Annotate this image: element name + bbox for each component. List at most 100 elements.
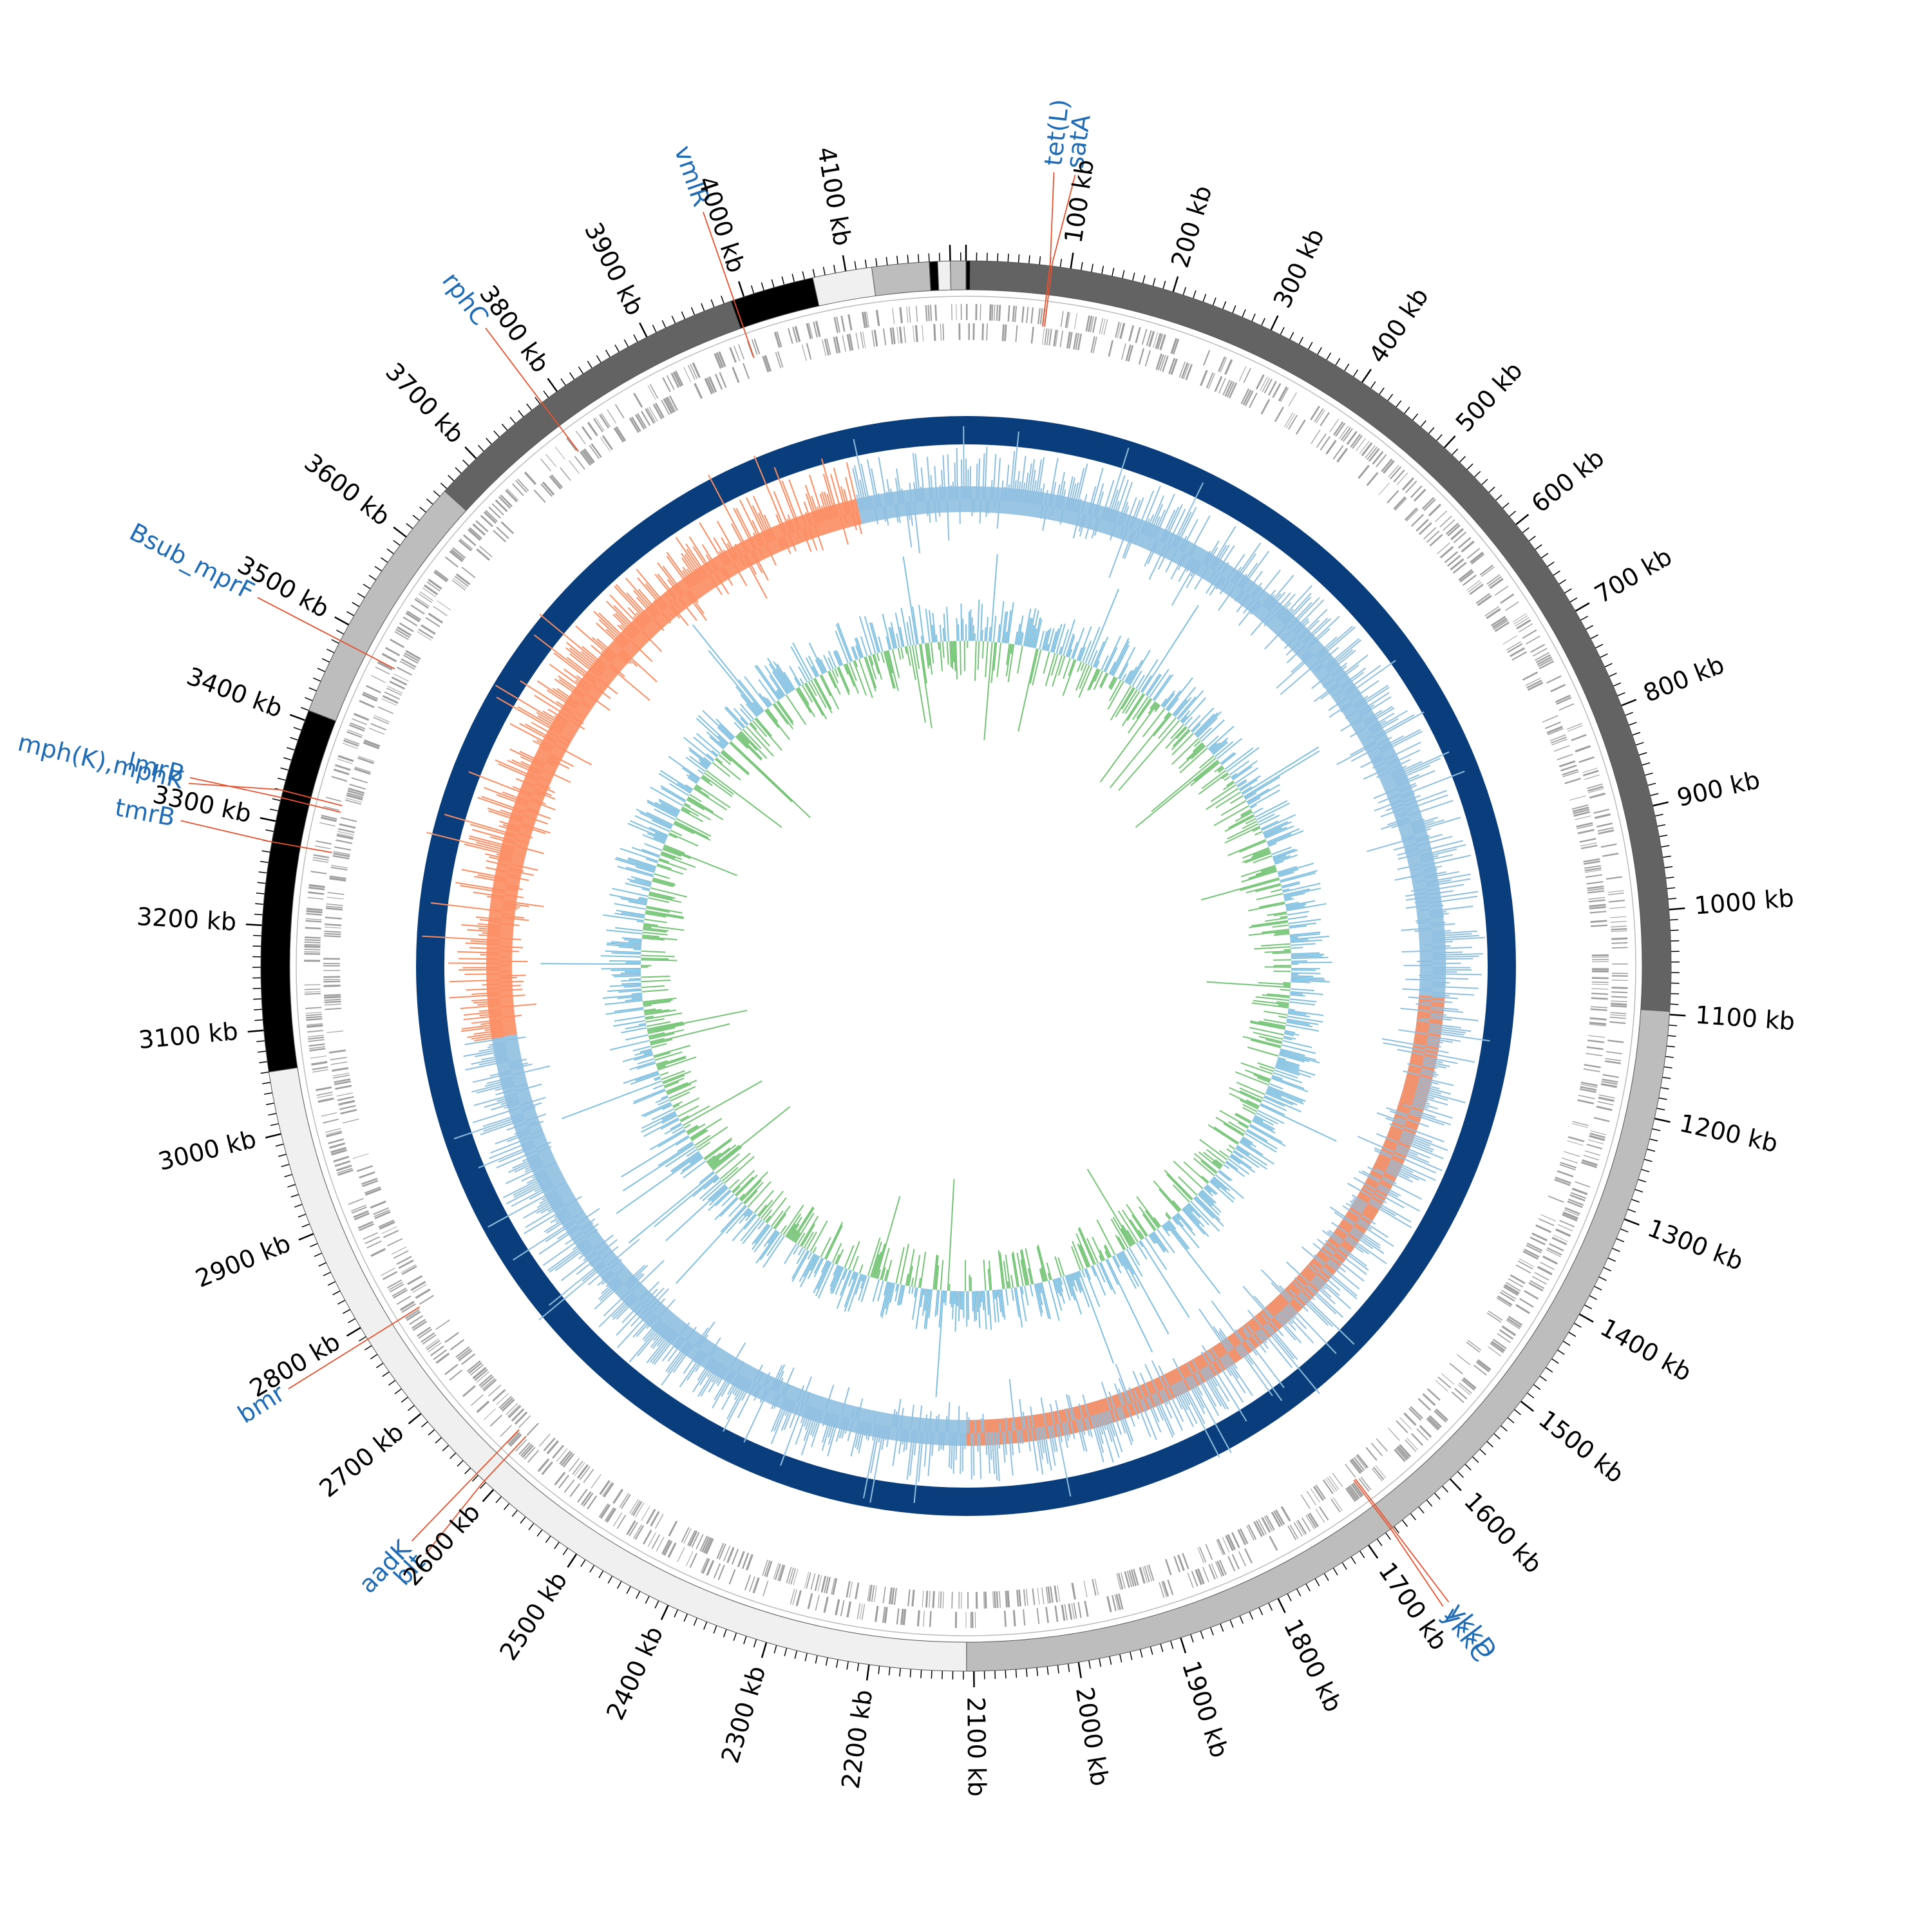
cds-feature xyxy=(1300,1494,1311,1510)
gc-content-bar xyxy=(710,1144,740,1169)
minor-tick xyxy=(1200,1631,1204,1640)
cds-feature xyxy=(321,1112,337,1117)
gc-skew-bar xyxy=(520,755,544,768)
gc-skew-bar xyxy=(1087,486,1097,516)
minor-tick xyxy=(886,256,888,265)
gc-skew-bar xyxy=(1355,719,1363,725)
gc-skew-bar xyxy=(980,1418,983,1433)
gc-skew-bar xyxy=(1332,665,1347,678)
gc-skew-bar xyxy=(1204,540,1220,565)
cds-feature xyxy=(304,989,321,990)
gc-content-bar xyxy=(1235,811,1253,822)
cds-feature xyxy=(1506,641,1521,650)
cds-feature xyxy=(1502,635,1518,645)
cds-feature xyxy=(1287,1526,1297,1540)
minor-tick xyxy=(290,1193,299,1198)
minor-tick xyxy=(261,850,270,853)
gc-content-bar xyxy=(712,762,731,777)
gc-content-bar xyxy=(864,616,876,654)
gc-content-bar xyxy=(1263,821,1292,835)
major-tick xyxy=(1361,368,1372,383)
gc-content-bar xyxy=(645,907,670,913)
gc-skew-bar xyxy=(575,679,590,691)
gc-skew-bar xyxy=(573,1212,583,1219)
cds-feature xyxy=(1124,1571,1130,1588)
gc-skew-bar xyxy=(1263,614,1274,627)
gc-content-bar xyxy=(1260,1104,1337,1142)
cds-feature xyxy=(731,1548,739,1565)
minor-tick xyxy=(721,296,724,304)
gc-skew-bar xyxy=(499,820,520,829)
cds-feature xyxy=(703,1537,712,1554)
gc-content-bar xyxy=(728,1179,740,1189)
gc-content-bar xyxy=(614,913,645,919)
minor-tick xyxy=(896,256,898,265)
minor-tick xyxy=(1620,1228,1629,1233)
minor-tick xyxy=(401,1396,408,1403)
gc-skew-bar xyxy=(1084,516,1093,540)
gc-skew-bar xyxy=(1215,576,1225,590)
gc-skew-bar xyxy=(1351,1228,1381,1249)
gc-content-bar xyxy=(625,882,650,890)
cds-feature xyxy=(1356,1454,1368,1468)
minor-tick xyxy=(301,706,309,711)
gc-skew-bar xyxy=(1343,665,1381,693)
gc-content-bar xyxy=(1062,659,1077,696)
gc-content-bar xyxy=(1079,665,1090,690)
gc-skew-bar xyxy=(1414,929,1432,933)
gc-skew-bar xyxy=(546,689,577,710)
gc-content-bar xyxy=(644,843,663,851)
gc-content-bar xyxy=(636,808,673,828)
cds-feature xyxy=(1267,381,1277,396)
gc-content-bar xyxy=(896,633,900,648)
gc-skew-bar xyxy=(1417,1083,1440,1090)
minor-tick xyxy=(1598,1276,1607,1282)
tick-label: 4000 kb xyxy=(692,173,751,276)
cds-feature xyxy=(1356,438,1366,451)
cds-feature xyxy=(401,658,417,668)
tick-label: 3200 kb xyxy=(136,902,237,936)
gc-content-bar xyxy=(1240,1139,1251,1146)
gc-skew-bar xyxy=(496,1150,538,1169)
gc-skew-bar xyxy=(881,1426,887,1450)
gc-content-bar xyxy=(680,1157,704,1175)
cds-feature xyxy=(317,1097,334,1103)
gc-content-bar xyxy=(807,1256,820,1280)
gc-skew-bar xyxy=(934,466,938,500)
gc-skew-bar xyxy=(1274,593,1296,617)
gc-skew-bar xyxy=(947,454,951,500)
gc-content-bar xyxy=(687,1126,699,1134)
gc-skew-bar xyxy=(808,475,825,522)
gc-content-bar xyxy=(1225,1161,1245,1177)
cds-feature xyxy=(1041,1587,1045,1604)
gc-skew-bar xyxy=(1133,532,1140,545)
gc-content-bar xyxy=(1239,1090,1262,1102)
gc-content-bar xyxy=(1233,1150,1260,1168)
cds-feature xyxy=(583,1492,594,1507)
gc-content-bar xyxy=(767,658,791,694)
gc-skew-bar xyxy=(1372,714,1415,739)
gc-content-bar xyxy=(1258,901,1285,908)
cds-feature xyxy=(1115,321,1120,338)
gc-skew-bar xyxy=(536,739,553,750)
minor-tick xyxy=(1059,258,1062,267)
cds-feature xyxy=(1128,325,1135,341)
gc-skew-bar xyxy=(461,1023,503,1030)
gc-content-bar xyxy=(1249,1027,1284,1036)
major-tick xyxy=(1449,1478,1462,1492)
gc-content-bar xyxy=(1228,1144,1235,1150)
major-tick xyxy=(660,1605,669,1620)
cds-feature xyxy=(476,548,491,561)
gc-content-bar xyxy=(1258,815,1280,826)
gc-content-bar xyxy=(1110,677,1118,690)
gc-skew-bar xyxy=(1358,692,1390,714)
cds-feature xyxy=(554,446,565,460)
cds-feature xyxy=(1060,311,1064,327)
cds-feature xyxy=(1119,323,1126,339)
cds-feature xyxy=(396,1295,412,1305)
minor-tick xyxy=(254,1019,263,1021)
gc-skew-bar xyxy=(1380,819,1410,830)
gc-content-bar xyxy=(1074,1272,1083,1292)
cds-feature xyxy=(331,1149,348,1156)
gc-content-bar xyxy=(680,1105,710,1122)
